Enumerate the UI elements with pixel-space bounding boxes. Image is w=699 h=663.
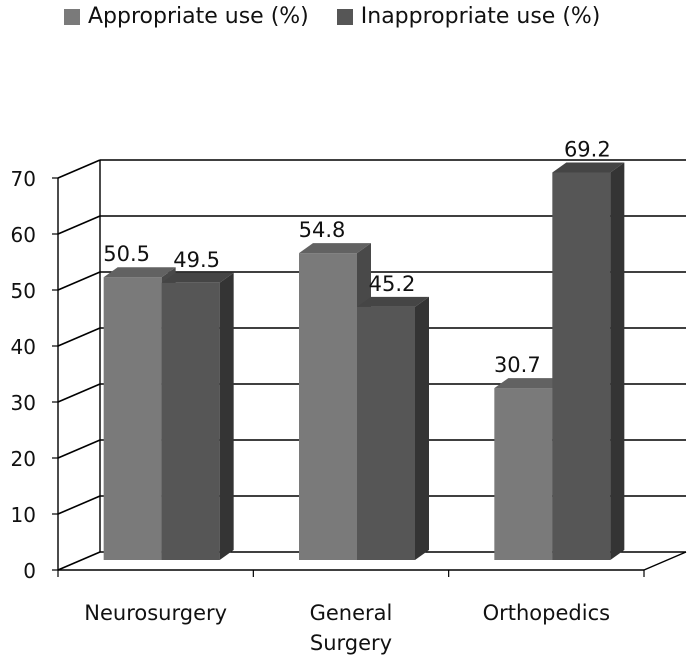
bar-1-1 — [357, 306, 415, 560]
x-tick-label-1-line-0: General — [310, 601, 393, 625]
bar-0-2 — [494, 388, 553, 560]
data-label-0-2: 30.7 — [494, 353, 541, 377]
x-tick-label-0: Neurosurgery — [84, 601, 227, 625]
legend-label-appropriate: Appropriate use (%) — [88, 4, 309, 29]
gridline-side-1 — [57, 495, 101, 515]
bar-side-1-1 — [415, 296, 429, 560]
gridline-side-6 — [57, 215, 101, 235]
data-label-1-1: 45.2 — [369, 272, 416, 296]
bar-top-0-1 — [299, 243, 371, 254]
legend-item-appropriate: Appropriate use (%) — [64, 4, 309, 29]
y-tick-label-3: 30 — [11, 391, 36, 415]
legend-swatch-appropriate — [64, 8, 80, 25]
data-label-0-0: 50.5 — [103, 242, 150, 266]
chart-legend: Appropriate use (%) Inappropriate use (%… — [64, 4, 600, 29]
gridline-side-0 — [57, 551, 101, 571]
data-label-0-1: 54.8 — [299, 218, 346, 242]
bar-side-1-2 — [610, 162, 625, 561]
gridline-side-2 — [57, 439, 101, 459]
gridline-side-3 — [57, 383, 101, 403]
bar-top-1-1 — [357, 296, 429, 307]
y-tick-label-2: 20 — [11, 447, 36, 471]
y-tick-label-6: 60 — [11, 223, 36, 247]
x-tick-label-2: Orthopedics — [483, 601, 610, 625]
y-tick-label-1: 10 — [11, 503, 36, 527]
legend-item-inappropriate: Inappropriate use (%) — [336, 4, 601, 29]
gridline-side-7 — [57, 159, 101, 179]
bar-0-1 — [299, 253, 357, 560]
y-tick-label-7: 70 — [11, 167, 36, 191]
bar-top-1-2 — [552, 162, 625, 173]
bar-top-0-2 — [494, 378, 567, 389]
x-tick-label-1-line-1: Surgery — [310, 631, 392, 655]
data-label-1-0: 49.5 — [173, 248, 220, 272]
bar-1-0 — [161, 282, 220, 560]
legend-label-inappropriate: Inappropriate use (%) — [360, 4, 601, 29]
bar-1-2 — [552, 172, 611, 561]
y-tick-label-0: 0 — [23, 559, 36, 583]
gridline-side-5 — [57, 271, 101, 291]
y-tick-label-5: 50 — [11, 279, 36, 303]
y-tick-label-4: 40 — [11, 335, 36, 359]
gridline-side-4 — [57, 327, 101, 347]
bar-top-1-0 — [161, 272, 234, 283]
legend-swatch-inappropriate — [336, 8, 353, 25]
bar-top-0-0 — [103, 267, 176, 278]
bar-0-0 — [103, 277, 162, 560]
bar-side-1-0 — [219, 272, 234, 560]
data-label-1-2: 69.2 — [564, 137, 611, 161]
floor-right-edge — [643, 551, 687, 571]
